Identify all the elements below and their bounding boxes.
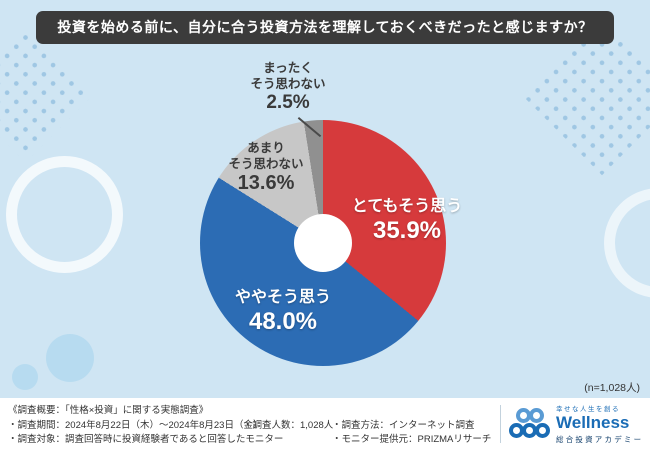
slice-percent: 13.6% <box>237 172 295 195</box>
survey-method: ・調査方法：インターネット調査 <box>332 420 475 431</box>
decorative-circle-right <box>604 188 650 298</box>
decorative-blob-bottom-left-small <box>12 364 38 390</box>
slice-label-amari-sou-omowanai: あまり そう思わない 13.6% <box>210 141 322 195</box>
slice-label-yaya-sou-omou: ややそう思う 48.0% <box>218 288 348 336</box>
donut-hole <box>294 214 352 272</box>
logo-subtitle: 総合投資アカデミー <box>556 434 644 444</box>
logo-tagline: 幸せな人生を創る <box>556 406 620 413</box>
survey-respondents: ・調査人数：1,028人 <box>243 420 334 431</box>
slice-label-totemo-sou-omou: とてもそう思う 35.9% <box>342 197 472 245</box>
decorative-circle-left <box>6 156 123 273</box>
survey-overview: 《調査概要：「性格×投資」に関する実態調査》 <box>8 405 209 416</box>
page-title: 投資を始める前に、自分に合う投資方法を理解しておくべきだったと感じますか？ <box>36 11 614 44</box>
decorative-blob-bottom-left <box>46 334 94 382</box>
slice-percent: 48.0% <box>248 308 318 335</box>
sample-size-note: (n=1,028人) <box>584 382 640 394</box>
wellness-logo-icon <box>508 405 554 443</box>
survey-period: ・調査期間：2024年8月22日（木）～2024年8月23日（金） <box>8 420 263 431</box>
slice-percent: 35.9% <box>372 217 442 244</box>
dot-pattern-top-left <box>0 28 93 163</box>
survey-provider: ・モニター提供元：PRIZMAリサーチ <box>332 434 492 445</box>
logo-ring <box>535 423 550 438</box>
slice-name: ややそう思う <box>234 289 331 306</box>
slice-label-mattaku-sou-omowanai: まったく そう思わない 2.5% <box>238 61 338 114</box>
footer: 《調査概要：「性格×投資」に関する実態調査》 ・調査期間：2024年8月22日（… <box>0 398 650 450</box>
slice-percent: 2.5% <box>266 92 310 114</box>
wellness-logo: 幸せな人生を創る Wellness 総合投資アカデミー <box>556 403 648 445</box>
logo-name: Wellness <box>556 413 630 432</box>
slice-name: とてもそう思う <box>351 198 463 215</box>
slice-name: あまり そう思わない <box>228 141 304 171</box>
survey-target: ・調査対象：調査回答時に投資経験者であると回答したモニター <box>8 434 284 445</box>
logo-ring <box>529 408 544 423</box>
slice-name: まったく そう思わない <box>250 61 326 91</box>
footer-divider <box>500 405 501 443</box>
